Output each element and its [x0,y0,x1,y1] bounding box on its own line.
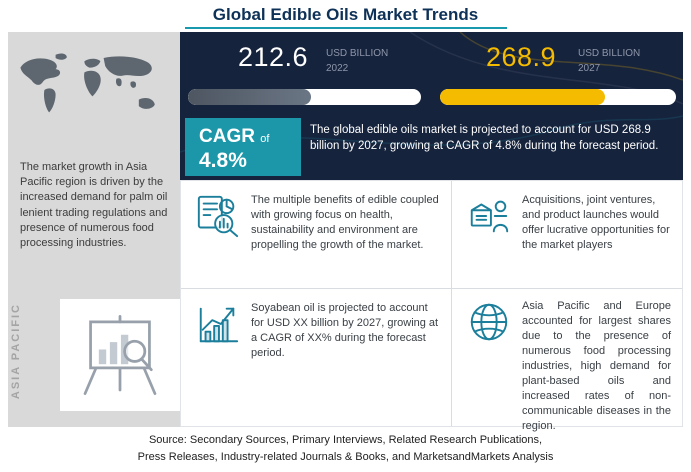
stats-panel: 212.6 USD BILLION 2022 268.9 USD BILLION… [180,32,683,180]
horizontal-divider [181,288,682,289]
source-note: Source: Secondary Sources, Primary Inter… [0,432,691,465]
cagr-label: CAGR of [199,126,270,147]
globe-icon [470,303,508,341]
market-value-2022: 212.6 [238,42,309,72]
sidebar-text: The market growth in Asia Pacific region… [20,161,168,249]
page-title: Global Edible Oils Market Trends [212,5,479,24]
insight-opportunities: Acquisitions, joint ventures, and produc… [452,181,683,288]
insight-text: Asia Pacific and Europe accounted for la… [522,300,671,432]
source-line-2: Press Releases, Industry-related Journal… [137,450,554,463]
insight-drivers: The multiple benefits of edible coupled … [181,181,451,288]
world-map-image [20,53,155,113]
market-unit-2027: USD BILLION 2027 [578,46,640,76]
insight-segment: Soyabean oil is projected to account for… [181,289,451,428]
unit-label: USD BILLION [326,48,389,59]
main-panel: 212.6 USD BILLION 2022 268.9 USD BILLION… [180,32,683,432]
unit-label: USD BILLION [578,48,641,59]
source-line-1: Source: Secondary Sources, Primary Inter… [148,434,543,446]
flipchart-icon [83,314,157,396]
insight-text: Acquisitions, joint ventures, and produc… [522,194,670,251]
year-label: 2027 [578,63,601,74]
market-unit-2022: USD BILLION 2022 [326,46,388,76]
insight-text: The multiple benefits of edible coupled … [251,194,439,251]
cagr-value: 4.8% [199,149,247,172]
partnership-icon [470,200,509,233]
asia-pacific-panel: The market growth in Asia Pacific region… [8,32,180,427]
insights-grid: The multiple benefits of edible coupled … [180,180,683,432]
title-underline [184,27,507,29]
market-value-2027: 268.9 [486,42,557,72]
cagr-description: The global edible oils market is project… [310,124,659,153]
progress-bar-2022 [188,89,421,105]
insight-text: Soyabean oil is projected to account for… [251,302,439,359]
region-label: ASIA PACIFIC [10,302,22,399]
year-label: 2022 [326,63,349,74]
progress-fill-2027 [440,89,606,105]
flipchart-illustration [60,299,180,411]
progress-bar-2027 [440,89,676,105]
growth-chart-icon [199,307,239,343]
market-analysis-icon [197,195,239,238]
progress-fill-2022 [188,89,312,105]
vertical-divider [451,181,452,426]
insight-regional: Asia Pacific and Europe accounted for la… [452,289,683,432]
cagr-badge: CAGR of 4.8% [185,118,301,176]
